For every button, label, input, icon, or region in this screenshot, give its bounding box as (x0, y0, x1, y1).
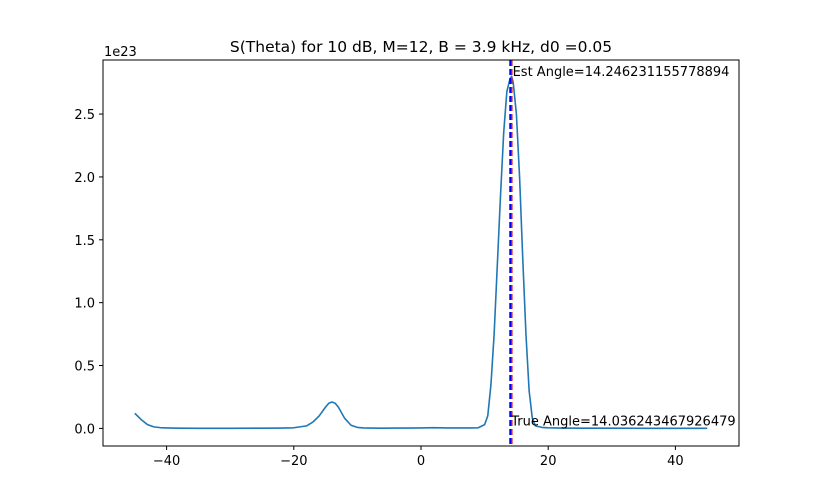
y-tick-label: 0.5 (74, 360, 95, 375)
chart-title: S(Theta) for 10 dB, M=12, B = 3.9 kHz, d… (230, 38, 612, 56)
x-tick-label: 40 (667, 454, 684, 469)
y-tick-label: 1.5 (74, 234, 95, 249)
y-tick-label: 1.0 (74, 297, 95, 312)
y-axis-scale-label: 1e23 (104, 45, 137, 60)
y-tick-label: 0.0 (74, 422, 95, 437)
x-tick-label: −40 (153, 454, 180, 469)
y-tick-label: 2.0 (74, 171, 95, 186)
x-tick-label: 0 (417, 454, 425, 469)
x-tick-label: 20 (540, 454, 557, 469)
plot-area: Est Angle=14.246231155778894 True Angle=1… (74, 59, 740, 469)
true-angle-annotation: True Angle=14.036243467926479 (510, 414, 735, 429)
series-line-0 (134, 75, 708, 430)
x-tick-label: −20 (280, 454, 307, 469)
est-angle-annotation: Est Angle=14.246231155778894 (513, 65, 730, 80)
y-tick-label: 2.5 (74, 108, 95, 123)
